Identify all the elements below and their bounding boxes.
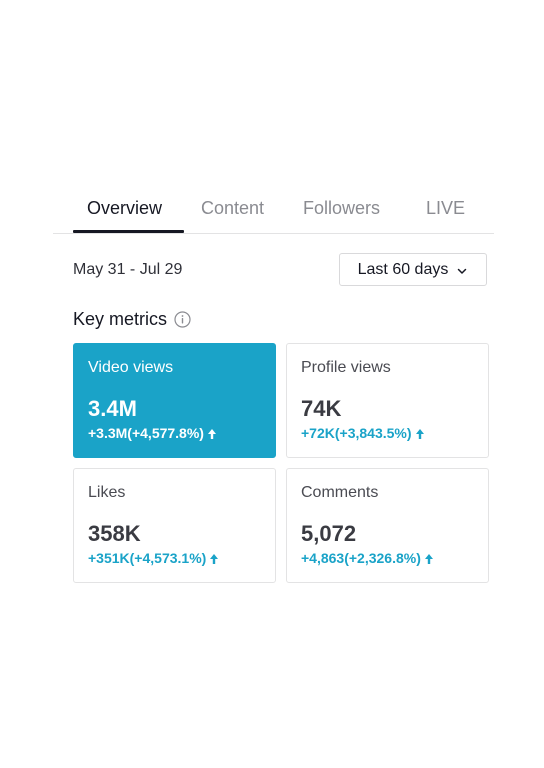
metric-card-video-views[interactable]: Video views 3.4M +3.3M(+4,577.8%)	[73, 343, 276, 458]
tab-live[interactable]: LIVE	[426, 198, 466, 218]
arrow-up-icon	[209, 552, 219, 564]
metric-change-text: +4,863(+2,326.8%)	[301, 550, 421, 566]
key-metrics-title: Key metrics	[73, 309, 168, 329]
active-tab-indicator	[73, 230, 184, 233]
metric-value: 3.4M	[88, 396, 137, 421]
tab-bar: Overview Content Followers LIVE	[53, 196, 494, 234]
arrow-up-icon	[415, 427, 425, 439]
metric-label: Likes	[88, 484, 126, 501]
metric-value: 5,072	[301, 521, 357, 546]
metric-card-profile-views[interactable]: Profile views 74K +72K(+3,843.5%)	[286, 343, 489, 458]
tab-followers[interactable]: Followers	[303, 198, 381, 218]
metric-change: +3.3M(+4,577.8%)	[88, 425, 217, 441]
metric-card-likes[interactable]: Likes 358K +351K(+4,573.1%)	[73, 468, 276, 583]
metric-change: +72K(+3,843.5%)	[301, 425, 425, 441]
period-dropdown[interactable]: Last 60 days	[339, 253, 487, 286]
metric-value: 74K	[301, 396, 342, 421]
arrow-up-icon	[424, 552, 434, 564]
tab-content[interactable]: Content	[201, 198, 265, 218]
tab-overview[interactable]: Overview	[87, 198, 163, 218]
arrow-up-icon	[207, 427, 217, 439]
metric-label: Comments	[301, 484, 379, 501]
metric-change: +351K(+4,573.1%)	[88, 550, 219, 566]
metric-change-text: +351K(+4,573.1%)	[88, 550, 207, 566]
info-icon[interactable]	[174, 311, 191, 328]
metric-card-comments[interactable]: Comments 5,072 +4,863(+2,326.8%)	[286, 468, 489, 583]
date-range-label: May 31 - Jul 29	[73, 261, 183, 278]
period-dropdown-value: Last 60 days	[357, 260, 449, 278]
metric-change-text: +72K(+3,843.5%)	[301, 425, 412, 441]
metric-change-text: +3.3M(+4,577.8%)	[88, 425, 204, 441]
key-metrics-heading: Key metrics	[73, 309, 191, 330]
metric-label: Profile views	[301, 359, 391, 376]
chevron-down-icon	[456, 264, 468, 276]
metric-value: 358K	[88, 521, 141, 546]
metric-label: Video views	[88, 359, 174, 376]
metric-change: +4,863(+2,326.8%)	[301, 550, 434, 566]
